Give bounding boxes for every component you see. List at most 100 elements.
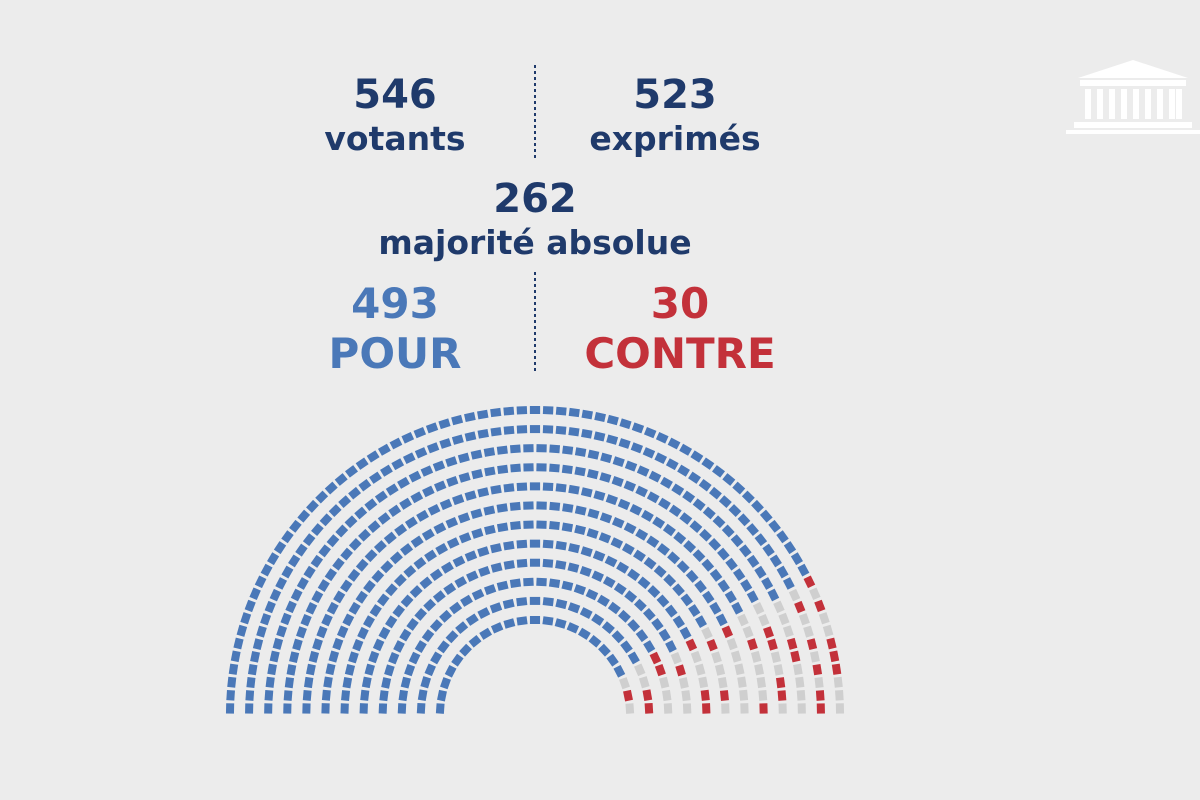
seat-other	[793, 663, 803, 676]
seat-pour	[574, 466, 586, 477]
seat-pour	[336, 625, 349, 639]
seat-pour	[373, 540, 387, 553]
seat-pour	[607, 601, 621, 615]
seat-pour	[611, 516, 625, 529]
seat-pour	[445, 516, 459, 529]
seat-pour	[286, 664, 297, 676]
seat-pour	[620, 640, 633, 654]
seat-pour	[680, 593, 694, 607]
seat-pour	[694, 580, 707, 594]
seat-pour	[529, 539, 541, 548]
seat-pour	[380, 560, 394, 574]
seat-pour	[623, 480, 637, 492]
seat-pour	[440, 561, 454, 574]
seat-pour	[549, 521, 560, 531]
pour-label: POUR	[329, 329, 462, 378]
seat-pour	[460, 594, 473, 607]
seat-pour	[665, 640, 677, 653]
seat-pour	[321, 613, 333, 627]
seat-pour	[364, 549, 378, 563]
seat-pour	[440, 677, 451, 690]
seat-pour	[761, 577, 774, 590]
seat-pour	[651, 618, 664, 631]
seat-pour	[338, 495, 352, 509]
seat-pour	[334, 473, 348, 486]
seat-pour	[529, 406, 541, 414]
seat-pour	[227, 676, 237, 688]
seat-contre	[826, 637, 837, 650]
seat-pour	[643, 556, 657, 570]
seat-pour	[677, 464, 690, 477]
seat-pour	[688, 604, 701, 617]
seat-pour	[283, 703, 292, 714]
seat-other	[714, 664, 726, 676]
seat-pour	[712, 465, 725, 478]
seat-pour	[451, 434, 464, 445]
seat-pour	[414, 447, 428, 459]
seat-pour	[260, 613, 272, 626]
seat-pour	[502, 598, 515, 610]
seat-pour	[406, 618, 419, 631]
seat-other	[809, 651, 820, 663]
seat-pour	[600, 452, 613, 464]
seat-contre	[806, 638, 818, 651]
seat-pour	[289, 519, 302, 533]
seat-pour	[455, 621, 469, 634]
seat-pour	[276, 625, 288, 638]
seat-pour	[581, 428, 593, 439]
seat-pour	[432, 460, 446, 472]
seat-pour	[542, 616, 554, 626]
seat-pour	[267, 552, 280, 566]
seat-pour	[464, 550, 478, 562]
seat-contre	[767, 638, 778, 651]
seat-other	[734, 663, 745, 676]
seat-pour	[709, 568, 723, 582]
seat-contre	[706, 638, 718, 652]
seat-pour	[408, 470, 422, 483]
seat-pour	[477, 409, 489, 420]
seat-pour	[283, 690, 293, 701]
seat-pour	[479, 627, 493, 640]
seat-other	[740, 703, 749, 714]
seat-pour	[326, 601, 339, 615]
seat-pour	[611, 476, 624, 487]
seat-pour	[529, 482, 541, 491]
seat-pour	[344, 664, 356, 676]
seat-pour	[310, 554, 324, 568]
seat-pour	[421, 528, 435, 541]
seat-pour	[754, 533, 768, 547]
seat-pour	[692, 498, 706, 511]
hemicycle	[225, 406, 845, 714]
seat-pour	[432, 590, 446, 603]
seat-pour	[332, 637, 344, 651]
seat-pour	[637, 576, 651, 590]
seat-contre	[759, 703, 768, 714]
seat-pour	[324, 568, 338, 582]
seat-pour	[662, 523, 676, 537]
seat-pour	[646, 491, 660, 504]
seat-pour	[399, 497, 412, 510]
seat-pour	[422, 485, 435, 498]
seat-pour	[419, 576, 433, 590]
seat-pour	[317, 579, 330, 592]
seat-other	[797, 703, 806, 714]
seat-pour	[683, 540, 697, 553]
seat-pour	[516, 616, 528, 626]
seat-contre	[786, 637, 798, 650]
seat-pour	[398, 689, 408, 702]
seat-other	[737, 676, 747, 688]
seat-other	[758, 613, 770, 627]
seat-pour	[536, 520, 547, 529]
seat-pour	[471, 469, 484, 480]
seat-pour	[439, 498, 453, 511]
seat-pour	[629, 503, 643, 516]
seat-pour	[574, 447, 587, 457]
seat-pour	[497, 464, 509, 475]
seat-pour	[561, 522, 574, 533]
seat-pour	[654, 452, 668, 465]
seat-pour	[594, 412, 606, 423]
seat-pour	[245, 690, 255, 701]
seat-pour	[708, 538, 722, 551]
seat-contre	[623, 689, 633, 702]
seat-pour	[555, 540, 567, 551]
